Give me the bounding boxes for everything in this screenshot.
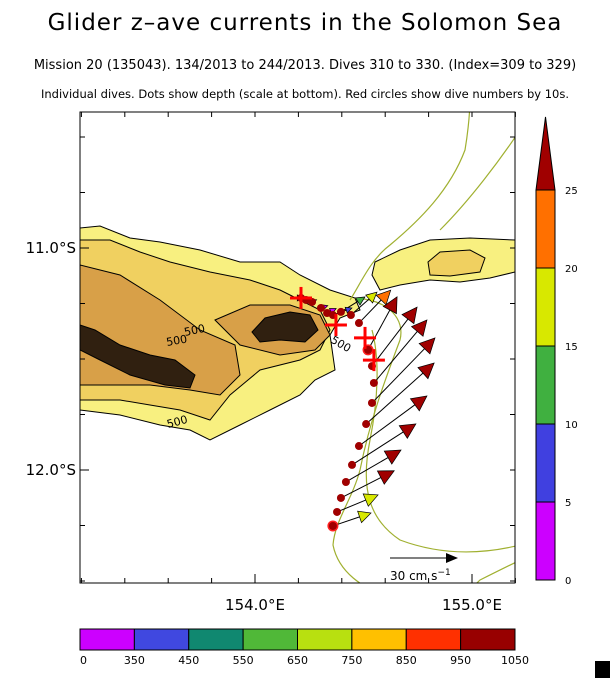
vector-head xyxy=(383,449,402,465)
speed-colorbar-segment xyxy=(535,501,556,581)
depth-colorbar-label: 750 xyxy=(341,654,362,667)
corner-square xyxy=(595,661,610,678)
depth-colorbar-label: 0 xyxy=(80,654,87,667)
vector-head xyxy=(398,423,417,439)
vector-shaft xyxy=(371,348,425,404)
dive-depth-dot xyxy=(354,442,363,451)
contour-label: 500 xyxy=(183,322,206,339)
vector-shaft xyxy=(345,457,389,483)
depth-colorbar-segment xyxy=(297,628,353,651)
speed-colorbar-label: 10 xyxy=(565,420,578,431)
dive-depth-dot xyxy=(323,309,332,318)
dive-depth-dot xyxy=(308,297,317,306)
depth-colorbar-segment xyxy=(351,628,407,651)
contour-label: 500 xyxy=(165,413,189,431)
vector-head xyxy=(376,470,395,485)
dive-depth-dot xyxy=(347,460,356,469)
depth-colorbar-label: 850 xyxy=(396,654,417,667)
vector-shaft xyxy=(340,477,382,499)
vector-head xyxy=(410,319,428,337)
y-tick-label: 11.0°S xyxy=(26,239,76,257)
dive-depth-dot xyxy=(369,378,378,387)
dive-depth-dot xyxy=(336,493,345,502)
contour-label: 500 xyxy=(165,333,188,349)
vector-head xyxy=(409,395,428,412)
dive-depth-dot xyxy=(316,303,325,312)
speed-colorbar-arrow xyxy=(535,116,556,191)
vector-shaft xyxy=(373,331,418,384)
depth-colorbar-segment xyxy=(405,628,462,651)
dive-depth-dot xyxy=(346,311,355,320)
depth-colorbar-label: 950 xyxy=(450,654,471,667)
dive-depth-dot xyxy=(328,521,337,530)
dive-depth-dot xyxy=(336,307,345,316)
vector-head xyxy=(357,510,372,524)
scale-arrow: 30 cm s−1 xyxy=(390,553,458,583)
depth-colorbar-label: 450 xyxy=(178,654,199,667)
speed-colorbar-label: 15 xyxy=(565,342,578,353)
dive-depth-dot xyxy=(367,398,376,407)
vector-head xyxy=(418,337,436,355)
speed-colorbar-segment xyxy=(535,189,556,269)
coastline-lines xyxy=(332,112,515,583)
vector-head xyxy=(375,289,392,306)
speed-colorbar-label: 25 xyxy=(565,186,578,197)
speed-colorbar: 0 5 10 15 20 25 xyxy=(535,116,578,587)
depth-colorbar-segment xyxy=(188,628,244,651)
chart-title: Glider z–ave currents in the Solomon Sea xyxy=(47,10,563,36)
depth-colorbar-segment xyxy=(460,628,516,651)
vector-shaft xyxy=(358,299,382,324)
vector-shaft xyxy=(358,404,416,447)
vector-shaft xyxy=(350,298,370,316)
bathymetry xyxy=(80,112,515,583)
speed-colorbar-segment xyxy=(535,267,556,347)
vector-head xyxy=(401,306,418,325)
x-tick-label: 154.0°E xyxy=(225,596,285,614)
vector-head xyxy=(354,296,366,306)
dive-depth-dot xyxy=(333,507,342,516)
plot-frame xyxy=(79,111,516,584)
speed-colorbar-label: 5 xyxy=(565,498,571,509)
dive-depth-dot xyxy=(341,477,350,486)
depth-colorbar: 0 350 450 550 650 750 850 950 1050 xyxy=(79,628,529,667)
vector-head xyxy=(382,296,398,315)
depth-colorbar-label: 1050 xyxy=(501,654,529,667)
depth-colorbar-label: 650 xyxy=(287,654,308,667)
vector-shaft xyxy=(367,309,391,351)
speed-colorbar-label: 20 xyxy=(565,264,578,275)
depth-colorbar-segment xyxy=(242,628,298,651)
speed-colorbar-segment xyxy=(535,345,556,425)
depth-colorbar-segment xyxy=(133,628,190,651)
dive-depth-dot xyxy=(354,319,363,328)
vector-head xyxy=(362,493,379,507)
vector-shaft xyxy=(351,431,404,466)
island-mid xyxy=(251,311,319,343)
speed-colorbar-label: 0 xyxy=(565,576,571,587)
dive-depth-dot xyxy=(362,420,371,429)
axis-ticks: 154.0°E 155.0°E 11.0°S 12.0°S xyxy=(26,112,516,614)
position-markers xyxy=(290,286,385,372)
y-tick-label: 12.0°S xyxy=(26,461,76,479)
vector-head xyxy=(344,306,353,314)
vector-shaft xyxy=(336,499,366,513)
chart-subtitle: Mission 20 (135043). 134/2013 to 244/201… xyxy=(33,58,577,73)
vector-shaft xyxy=(365,372,424,425)
vector-shaft xyxy=(371,318,409,367)
slope-east-mid xyxy=(427,249,486,277)
vector-head xyxy=(365,291,378,304)
scale-arrow-label: 30 cm s−1 xyxy=(390,568,451,583)
depth-colorbar-label: 550 xyxy=(233,654,254,667)
speed-colorbar-segment xyxy=(535,423,556,503)
chart-note: Individual dives. Dots show depth (scale… xyxy=(41,87,569,101)
depth-colorbar-label: 350 xyxy=(124,654,145,667)
vector-head xyxy=(417,362,435,380)
depth-colorbar-segment xyxy=(79,628,135,651)
island-west xyxy=(80,324,196,389)
x-tick-label: 155.0°E xyxy=(442,596,502,614)
